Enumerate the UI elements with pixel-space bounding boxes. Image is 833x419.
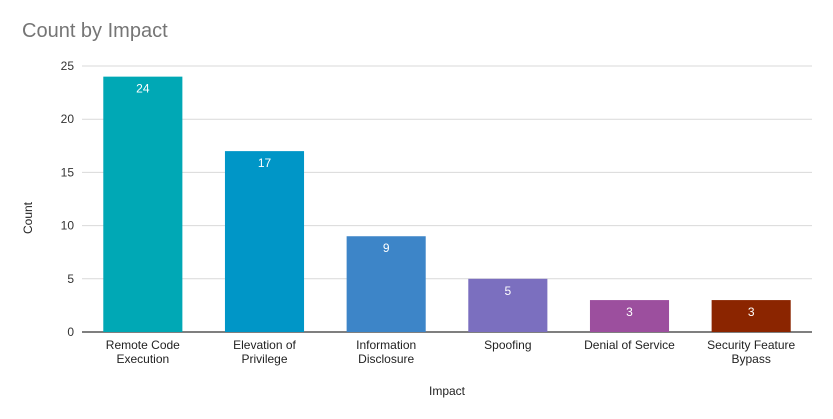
y-axis-title: Count xyxy=(21,201,35,234)
y-tick-label: 25 xyxy=(61,59,75,73)
data-label: 9 xyxy=(383,241,390,255)
x-tick-label: Information Disclosure xyxy=(356,338,416,366)
y-tick-label: 10 xyxy=(61,219,75,233)
y-tick-label: 0 xyxy=(67,325,74,339)
y-tick-label: 5 xyxy=(67,272,74,286)
y-tick-label: 20 xyxy=(61,112,75,126)
x-tick-label: Remote Code Execution xyxy=(106,338,180,366)
x-tick-label: Denial of Service xyxy=(584,338,675,352)
bar xyxy=(589,300,670,332)
x-tick-label: Spoofing xyxy=(484,338,531,352)
bar xyxy=(468,278,548,332)
y-tick-label: 15 xyxy=(61,165,75,179)
data-label: 3 xyxy=(748,305,755,319)
x-tick-label: Elevation of Privilege xyxy=(233,338,296,366)
bar xyxy=(711,300,791,332)
chart-title: Count by Impact xyxy=(22,20,168,42)
label-layer: 0 5 10 15 20 25 24 Remote Code Execution 17 Elevat… xyxy=(61,59,796,366)
data-label: 24 xyxy=(136,82,150,96)
bar-layer xyxy=(103,76,791,332)
data-label: 5 xyxy=(504,284,511,298)
x-tick-label: Security Feature Bypass xyxy=(707,338,795,366)
data-label: 17 xyxy=(258,156,272,170)
grid-layer xyxy=(82,65,812,333)
bar xyxy=(103,76,183,332)
x-axis-title: Impact xyxy=(429,384,466,398)
data-label: 3 xyxy=(626,305,633,319)
bar xyxy=(224,151,305,332)
bar xyxy=(346,236,426,332)
